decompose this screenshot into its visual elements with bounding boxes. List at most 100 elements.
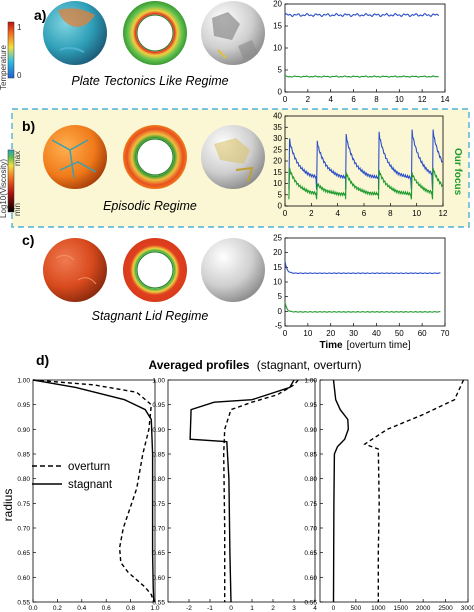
- plot-frame: [167, 379, 316, 603]
- x-tick-label: 0: [283, 95, 288, 104]
- y-tick-label: 10: [273, 44, 282, 53]
- our-focus-label: Our focus: [452, 148, 463, 196]
- y-tick-label: 15: [273, 263, 282, 272]
- plot-frame: [319, 379, 469, 603]
- x-tick-label: 1.0: [150, 605, 159, 612]
- series-line-green: [284, 75, 439, 78]
- x-tick-label: 2: [271, 605, 275, 612]
- x-axis-label-rest: [overturn time]: [347, 340, 411, 351]
- panel-d-letter: d): [36, 352, 49, 368]
- y-tick-label: 20: [273, 248, 282, 257]
- y-tick-label: 0.60: [304, 575, 317, 582]
- chart-a: 0 2 4 6 8 10 12 14 0 5 10 15 20: [273, 0, 450, 104]
- y-tick-label: 0.65: [17, 550, 30, 557]
- x-axis-label: Time [overturn time]: [319, 340, 410, 351]
- x-tick-label: 4: [328, 95, 333, 104]
- x-tick-label: 1000: [371, 605, 386, 612]
- plot-frame: [284, 3, 446, 93]
- x-tick-label: 0.8: [126, 605, 135, 612]
- y-tick-label: 0.65: [304, 550, 317, 557]
- y-tick-label: 30: [273, 134, 282, 143]
- chart-d3: 0 500 1000 1500 2000 2500 3000 0.55 0.60 0.65 0.70…: [304, 378, 474, 612]
- x-tick-label: 60: [418, 329, 427, 338]
- viscosity-colorbar: max min Log10(Viscosity): [0, 149, 22, 218]
- panel-a-letter: a): [34, 7, 46, 23]
- y-tick-label: 0.80: [304, 476, 317, 483]
- colorbar-title: Log10(Viscosity): [0, 159, 8, 218]
- series-line-overturn: [363, 379, 465, 602]
- x-tick-label: 8: [374, 95, 379, 104]
- series-line-stagnant: [32, 379, 155, 603]
- y-tick-label: 0.90: [152, 427, 165, 434]
- x-tick-label: 0.6: [102, 605, 111, 612]
- x-tick-label: 10: [303, 329, 312, 338]
- y-tick-label: 0.70: [152, 526, 165, 533]
- x-tick-label: 2500: [438, 605, 453, 612]
- series-line-overturn: [32, 379, 155, 603]
- y-tick-label: 1.00: [152, 378, 165, 385]
- y-tick-label: 1.00: [17, 378, 30, 385]
- y-tick-label: 15: [273, 22, 282, 31]
- panel-d-title-rest: (stagnant, overturn): [257, 358, 362, 372]
- x-tick-label: 4: [313, 605, 317, 612]
- x-tick-label: 8: [388, 209, 393, 218]
- x-tick-label: 70: [441, 329, 450, 338]
- y-tick-label: 0: [278, 307, 283, 316]
- y-tick-label: 0.95: [152, 402, 165, 409]
- y-tick-label: 0.85: [17, 452, 30, 459]
- y-tick-label: 0.55: [17, 600, 30, 607]
- colorbar-title: Temperature: [0, 45, 8, 90]
- y-tick-label: 5: [278, 66, 283, 75]
- y-tick-label: 0.85: [152, 452, 165, 459]
- panel-a-globe-surface: [201, 1, 265, 65]
- series-line-green: [284, 302, 441, 313]
- x-tick-label: -1: [207, 605, 213, 612]
- panel-c-globe-surface: [201, 238, 265, 302]
- x-tick-label: 6: [362, 209, 367, 218]
- y-tick-label: -5: [275, 322, 283, 331]
- y-tick-label: 0.65: [152, 550, 165, 557]
- series-line-blue: [288, 129, 443, 190]
- series-line-green: [288, 167, 443, 200]
- panel-c-letter: c): [22, 232, 34, 248]
- panel-a-globe-temperature: [43, 1, 107, 65]
- x-tick-label: 0: [283, 209, 288, 218]
- y-tick-label: 0.80: [17, 476, 30, 483]
- series-line-stagnant: [332, 379, 350, 603]
- panel-c-regime-label: Stagnant Lid Regime: [92, 309, 209, 323]
- y-tick-label: 25: [273, 234, 282, 243]
- y-tick-label: 0.90: [304, 427, 317, 434]
- x-tick-label: 20: [326, 329, 335, 338]
- y-tick-label: 0: [278, 88, 283, 97]
- series-line-blue: [284, 261, 441, 275]
- legend-label-overturn: overturn: [68, 461, 110, 473]
- y-tick-label: 0.95: [304, 402, 317, 409]
- series-line-blue: [284, 12, 440, 18]
- x-tick-label: 40: [372, 329, 381, 338]
- panel-b-regime-label: Episodic Regime: [103, 199, 197, 213]
- x-tick-label: 0: [283, 329, 288, 338]
- y-tick-label: 0.55: [304, 600, 317, 607]
- series-line-overturn: [222, 379, 299, 602]
- y-tick-label: 0.70: [304, 526, 317, 533]
- y-tick-label: 0.95: [17, 402, 30, 409]
- colorbar-min-label: 0: [17, 71, 22, 80]
- x-tick-label: 14: [441, 95, 450, 104]
- panel-c-globe-viscosity: [43, 238, 107, 302]
- colorbar-max-label: max: [13, 151, 22, 166]
- y-tick-label: 5: [278, 190, 283, 199]
- x-tick-label: 2: [306, 95, 311, 104]
- y-tick-label: 25: [273, 145, 282, 154]
- y-tick-label: 0.70: [17, 526, 30, 533]
- chart-d1: 0.0 0.2 0.4 0.6 0.8 1.0 0.55 0.60 0.65 0.70 0.75 0.…: [17, 378, 160, 612]
- panel-a-cross-section: [123, 1, 187, 65]
- y-tick-label: 0.90: [17, 427, 30, 434]
- panel-d-title-bold: Averaged profiles: [149, 358, 250, 372]
- y-tick-label: 0.75: [17, 501, 30, 508]
- panel-d-legend: overturn stagnant: [32, 461, 113, 491]
- y-tick-label: 0.60: [17, 575, 30, 582]
- x-tick-label: 1500: [393, 605, 408, 612]
- y-tick-label: 0.55: [152, 600, 165, 607]
- colorbar-max-label: 1: [17, 23, 22, 32]
